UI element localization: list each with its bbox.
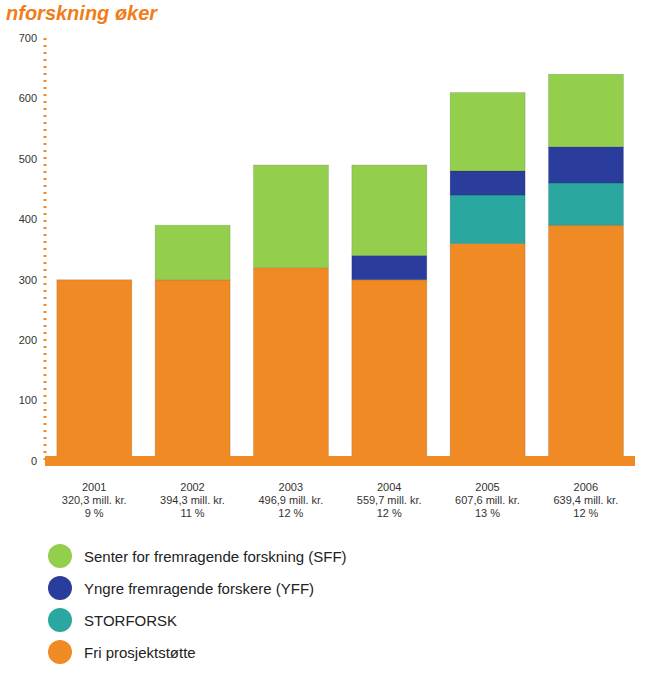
svg-text:600: 600 xyxy=(19,92,37,104)
svg-text:2003496,9 mill. kr.12 %: 2003496,9 mill. kr.12 % xyxy=(258,481,323,519)
svg-text:0: 0 xyxy=(31,455,37,467)
html-text:nforskning øker: nforskning øker xyxy=(6,2,158,24)
html-text:STORFORSK: STORFORSK xyxy=(84,611,178,629)
svg-text:400: 400 xyxy=(19,213,37,225)
svg-text:2004559,7 mill. kr.12 %: 2004559,7 mill. kr.12 % xyxy=(357,481,422,519)
svg-text:100: 100 xyxy=(19,394,37,406)
svg-text:2002394,3 mill. kr.11 %: 2002394,3 mill. kr.11 % xyxy=(160,481,225,519)
svg-text:700: 700 xyxy=(19,32,37,44)
svg-text:2005607,6 mill. kr.13 %: 2005607,6 mill. kr.13 % xyxy=(455,481,520,519)
svg-text:2006639,4 mill. kr.12 %: 2006639,4 mill. kr.12 % xyxy=(553,481,618,519)
svg-text:300: 300 xyxy=(19,274,37,286)
svg-text:2001320,3 mill. kr.9 %: 2001320,3 mill. kr.9 % xyxy=(62,481,127,519)
html-text:Senter for fremragende forskni: Senter for fremragende forskning (SFF) xyxy=(84,547,347,565)
html-text:Yngre fremragende forskere (YF: Yngre fremragende forskere (YFF) xyxy=(84,579,315,597)
svg-text:500: 500 xyxy=(19,153,37,165)
svg-text:200: 200 xyxy=(19,334,37,346)
html-text:Fri prosjektstøtte: Fri prosjektstøtte xyxy=(84,643,196,661)
